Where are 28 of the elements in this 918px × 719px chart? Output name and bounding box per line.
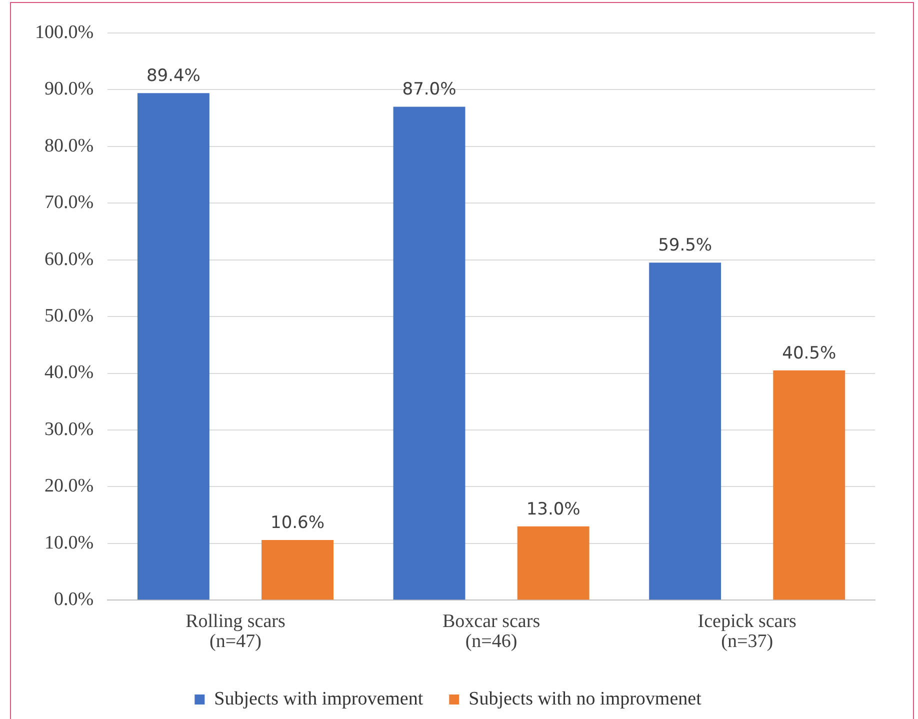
y-tick-label: 100.0% [35, 22, 94, 43]
bar [517, 526, 590, 600]
x-tick-label: Boxcar scars (n=46) [442, 611, 540, 652]
y-tick-label: 80.0% [44, 135, 94, 156]
y-tick-label: 40.0% [44, 362, 94, 384]
legend-label: Subjects with improvement [214, 688, 424, 710]
bar [262, 540, 334, 600]
data-label: 10.6% [270, 512, 325, 533]
data-label: 89.4% [146, 66, 200, 86]
data-label: 40.5% [782, 343, 836, 364]
y-tick-label: 30.0% [44, 418, 94, 440]
y-tick-label: 0.0% [54, 589, 94, 610]
y-tick-label: 60.0% [44, 248, 94, 270]
x-tick-label: Rolling scars (n=47) [186, 611, 286, 652]
bar [773, 370, 846, 600]
bar [137, 93, 210, 600]
y-tick-label: 20.0% [44, 476, 94, 497]
data-label: 13.0% [526, 499, 580, 520]
bar [649, 262, 722, 600]
x-tick-label: Icepick scars (n=37) [698, 611, 796, 652]
data-label: 59.5% [658, 236, 712, 256]
y-tick-label: 90.0% [44, 78, 94, 100]
y-tick-label: 70.0% [44, 192, 94, 214]
y-tick-label: 10.0% [44, 532, 94, 554]
y-tick-label: 50.0% [44, 306, 94, 327]
bar [393, 106, 466, 600]
data-label: 87.0% [402, 80, 456, 100]
legend-label: Subjects with no improvmenet [468, 688, 702, 710]
